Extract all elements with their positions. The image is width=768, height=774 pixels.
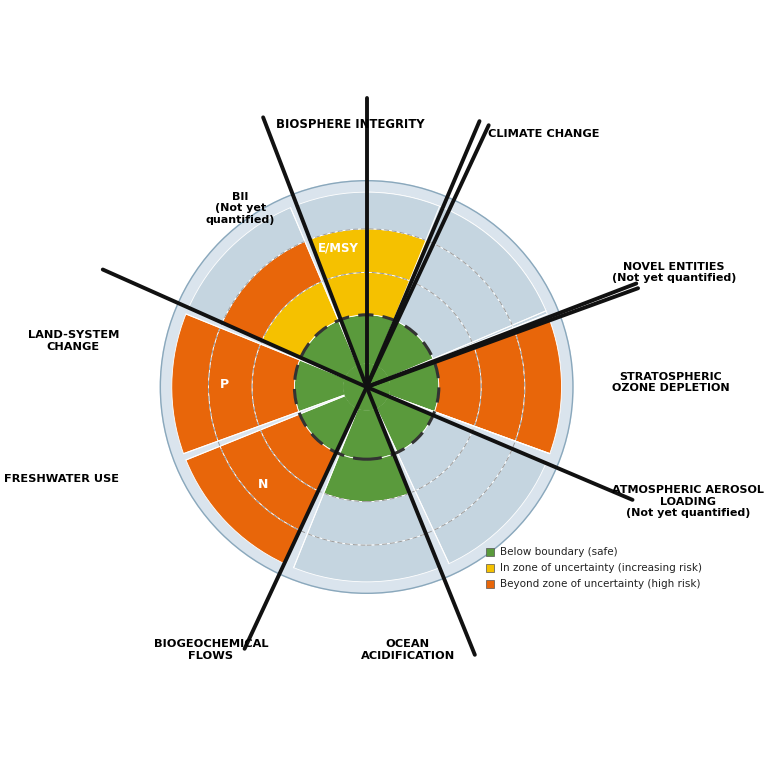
Text: N: N bbox=[258, 478, 269, 491]
Wedge shape bbox=[341, 315, 395, 366]
Wedge shape bbox=[412, 241, 513, 344]
Wedge shape bbox=[475, 333, 525, 441]
Wedge shape bbox=[222, 241, 322, 341]
Wedge shape bbox=[376, 321, 433, 378]
Circle shape bbox=[161, 180, 573, 594]
Wedge shape bbox=[293, 533, 439, 582]
Wedge shape bbox=[208, 327, 260, 441]
Wedge shape bbox=[415, 432, 512, 530]
Wedge shape bbox=[434, 346, 482, 426]
Wedge shape bbox=[366, 315, 394, 366]
Text: CLIMATE CHANGE: CLIMATE CHANGE bbox=[488, 129, 600, 139]
Wedge shape bbox=[323, 454, 409, 502]
Wedge shape bbox=[388, 361, 439, 412]
Wedge shape bbox=[339, 408, 394, 459]
Bar bbox=[486, 548, 494, 556]
Ellipse shape bbox=[319, 235, 369, 263]
Wedge shape bbox=[433, 449, 546, 563]
Text: BIOGEOCHEMICAL
FLOWS: BIOGEOCHEMICAL FLOWS bbox=[154, 639, 268, 661]
Wedge shape bbox=[294, 360, 346, 412]
Wedge shape bbox=[262, 282, 339, 358]
Wedge shape bbox=[172, 314, 220, 454]
Text: E/MSY: E/MSY bbox=[318, 241, 359, 254]
Ellipse shape bbox=[455, 312, 499, 348]
Text: P: P bbox=[220, 378, 229, 391]
Wedge shape bbox=[252, 344, 300, 426]
Wedge shape bbox=[376, 396, 433, 453]
Wedge shape bbox=[397, 415, 472, 491]
Wedge shape bbox=[515, 320, 561, 454]
Wedge shape bbox=[326, 272, 412, 320]
Text: BII
(Not yet
quantified): BII (Not yet quantified) bbox=[206, 192, 275, 224]
Wedge shape bbox=[429, 207, 548, 327]
Wedge shape bbox=[366, 272, 409, 320]
Wedge shape bbox=[435, 348, 482, 426]
Text: FRESHWATER USE: FRESHWATER USE bbox=[4, 474, 119, 484]
Text: OCEAN
ACIDIFICATION: OCEAN ACIDIFICATION bbox=[361, 639, 455, 661]
Text: Beyond zone of uncertainty (high risk): Beyond zone of uncertainty (high risk) bbox=[500, 579, 700, 589]
Text: In zone of uncertainty (increasing risk): In zone of uncertainty (increasing risk) bbox=[500, 563, 702, 573]
Ellipse shape bbox=[425, 429, 468, 491]
Wedge shape bbox=[366, 192, 439, 241]
Wedge shape bbox=[474, 330, 525, 441]
Wedge shape bbox=[186, 447, 300, 563]
Text: LAND-SYSTEM
CHANGE: LAND-SYSTEM CHANGE bbox=[28, 330, 119, 352]
Wedge shape bbox=[296, 192, 443, 241]
Wedge shape bbox=[310, 229, 429, 282]
Wedge shape bbox=[415, 244, 512, 342]
Wedge shape bbox=[189, 207, 305, 323]
Wedge shape bbox=[397, 283, 472, 359]
Wedge shape bbox=[220, 430, 318, 530]
Ellipse shape bbox=[286, 337, 319, 355]
Wedge shape bbox=[395, 282, 473, 360]
Wedge shape bbox=[366, 229, 426, 281]
Wedge shape bbox=[307, 493, 426, 545]
Wedge shape bbox=[376, 320, 434, 378]
Circle shape bbox=[344, 364, 389, 410]
Wedge shape bbox=[260, 414, 336, 491]
Text: STRATOSPHERIC
OZONE DEPLETION: STRATOSPHERIC OZONE DEPLETION bbox=[612, 372, 730, 393]
Ellipse shape bbox=[362, 260, 472, 321]
Wedge shape bbox=[388, 362, 439, 412]
Text: NOVEL ENTITIES
(Not yet quantified): NOVEL ENTITIES (Not yet quantified) bbox=[612, 262, 737, 283]
Text: BIOSPHERE INTEGRITY: BIOSPHERE INTEGRITY bbox=[276, 118, 425, 132]
Ellipse shape bbox=[342, 407, 415, 449]
Text: Below boundary (safe): Below boundary (safe) bbox=[500, 547, 617, 557]
Bar bbox=[486, 564, 494, 572]
Wedge shape bbox=[300, 396, 357, 453]
Wedge shape bbox=[433, 211, 546, 325]
Wedge shape bbox=[515, 317, 561, 454]
Wedge shape bbox=[301, 320, 358, 378]
Text: ATMOSPHERIC AEROSOL
LOADING
(Not yet quantified): ATMOSPHERIC AEROSOL LOADING (Not yet qua… bbox=[612, 485, 764, 519]
Bar bbox=[486, 580, 494, 588]
